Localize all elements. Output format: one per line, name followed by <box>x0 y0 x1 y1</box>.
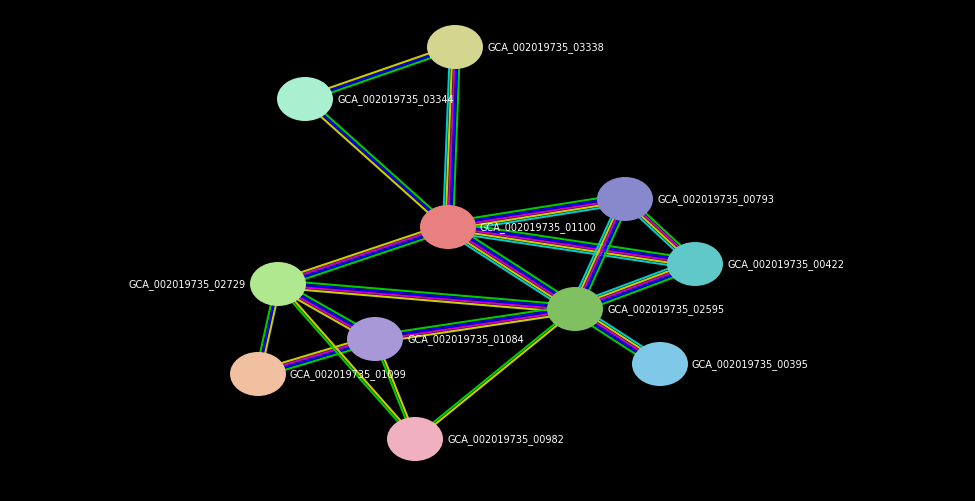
Ellipse shape <box>277 78 333 122</box>
Text: GCA_002019735_00982: GCA_002019735_00982 <box>447 434 564 444</box>
Text: GCA_002019735_00793: GCA_002019735_00793 <box>657 194 774 205</box>
Ellipse shape <box>387 417 443 461</box>
Text: GCA_002019735_00422: GCA_002019735_00422 <box>727 259 844 270</box>
Text: GCA_002019735_00395: GCA_002019735_00395 <box>692 359 809 370</box>
Text: GCA_002019735_03344: GCA_002019735_03344 <box>337 94 453 105</box>
Text: GCA_002019735_01084: GCA_002019735_01084 <box>407 334 524 345</box>
Ellipse shape <box>427 26 483 70</box>
Ellipse shape <box>547 288 603 331</box>
Text: GCA_002019735_02729: GCA_002019735_02729 <box>129 279 246 290</box>
Ellipse shape <box>347 317 403 361</box>
Ellipse shape <box>230 352 286 396</box>
Text: GCA_002019735_01100: GCA_002019735_01100 <box>480 222 597 233</box>
Ellipse shape <box>667 242 723 287</box>
Ellipse shape <box>420 205 476 249</box>
Ellipse shape <box>632 342 688 386</box>
Ellipse shape <box>597 178 653 221</box>
Ellipse shape <box>250 263 306 307</box>
Text: GCA_002019735_02595: GCA_002019735_02595 <box>607 304 724 315</box>
Text: GCA_002019735_03338: GCA_002019735_03338 <box>487 43 604 53</box>
Text: GCA_002019735_01099: GCA_002019735_01099 <box>290 369 407 380</box>
